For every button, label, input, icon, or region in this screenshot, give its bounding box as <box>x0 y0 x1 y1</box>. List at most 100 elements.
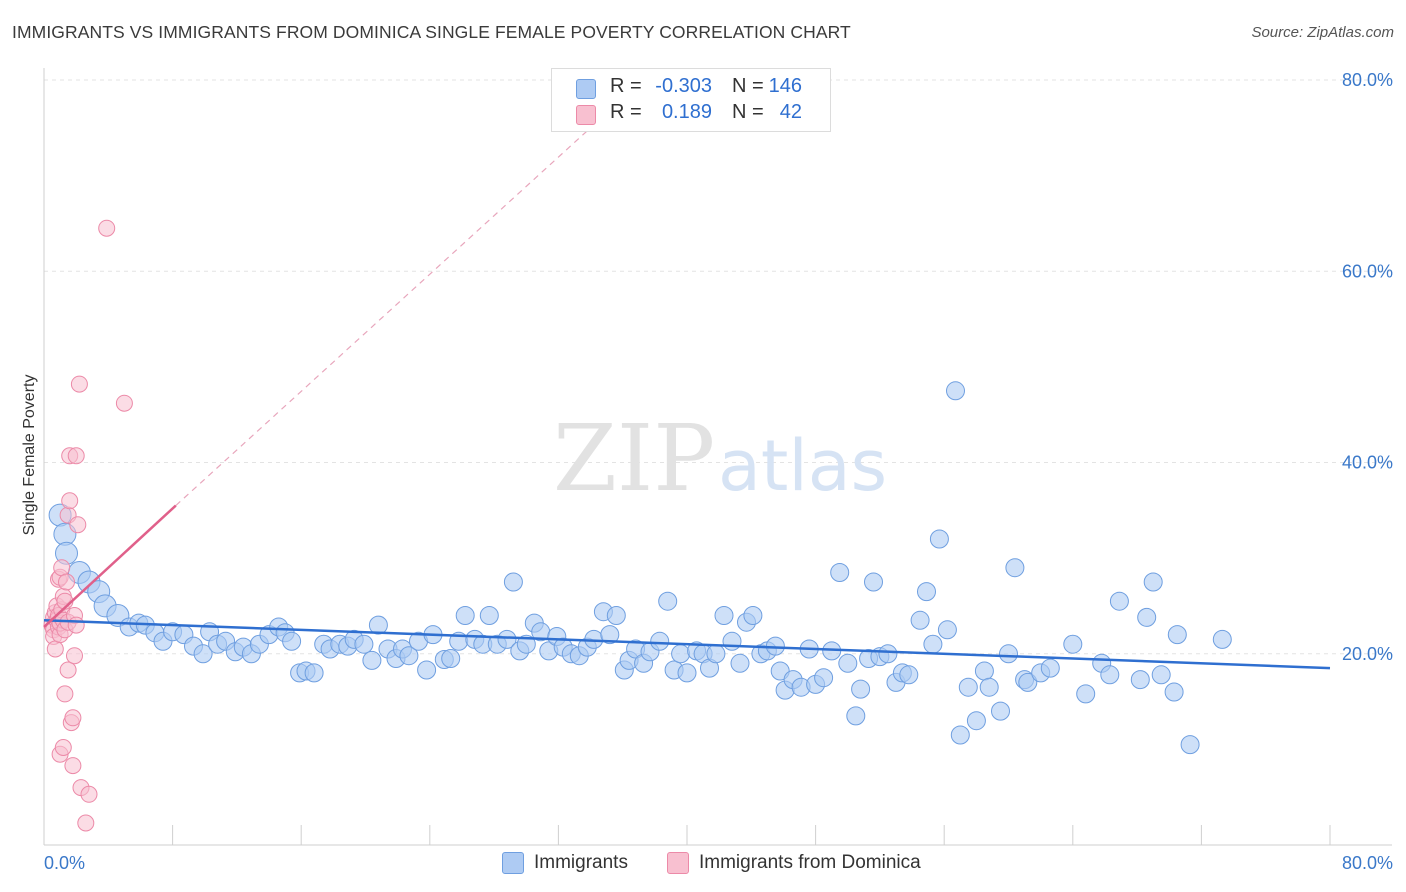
immigrants-point <box>923 634 943 654</box>
dominica-point <box>80 785 98 803</box>
legend-swatch-immigrants <box>576 79 596 99</box>
dominica-point <box>69 516 87 534</box>
dominica-point <box>61 492 79 510</box>
immigrants-point <box>658 591 678 611</box>
x-tick-label-min: 0.0% <box>44 853 85 873</box>
immigrants-point <box>714 606 734 625</box>
immigrants-point <box>730 653 750 673</box>
dominica-point <box>67 616 85 634</box>
immigrants-point <box>899 665 919 685</box>
legend-n-value: 146 <box>768 75 802 97</box>
immigrants-point <box>929 529 949 549</box>
y-tick-label: 80.0% <box>1342 70 1393 90</box>
immigrants-point <box>722 631 742 651</box>
immigrants-points <box>48 381 1232 755</box>
chart-title: IMMIGRANTS VS IMMIGRANTS FROM DOMINICA S… <box>12 22 851 42</box>
bottom-legend-swatch-dominica <box>667 852 689 874</box>
legend-row-dominica: R = 0.189 N = 42 <box>552 101 830 127</box>
immigrants-point <box>974 661 994 681</box>
dominica-trend-extension-line <box>175 127 591 506</box>
dominica-points <box>43 219 133 832</box>
immigrants-point <box>516 634 536 654</box>
gridlines <box>44 79 1392 655</box>
immigrants-point <box>497 629 517 649</box>
immigrants-point <box>1100 665 1120 685</box>
legend-r-label: R = <box>610 101 642 123</box>
immigrants-point <box>1109 591 1129 611</box>
dominica-point <box>59 661 77 679</box>
immigrants-point <box>950 725 970 745</box>
immigrants-point <box>1164 682 1184 702</box>
dominica-point <box>64 709 82 727</box>
immigrants-point <box>946 381 965 401</box>
immigrants-point <box>479 606 499 625</box>
watermark-zip: ZIP <box>553 405 715 512</box>
immigrants-point <box>606 606 626 625</box>
bottom-legend-label-immigrants: Immigrants <box>534 852 628 873</box>
immigrants-point <box>1180 735 1200 755</box>
legend-r-value: 0.189 <box>661 101 712 123</box>
x-tick-label-max: 80.0% <box>1342 853 1393 873</box>
y-tick-label: 40.0% <box>1342 453 1393 473</box>
immigrants-point <box>1018 672 1038 692</box>
immigrants-point <box>1063 634 1083 654</box>
immigrants-point <box>838 653 858 673</box>
dominica-point <box>77 814 95 832</box>
y-tick-label: 20.0% <box>1342 644 1393 664</box>
dominica-point <box>46 640 64 658</box>
y-tick-labels: 20.0% 40.0% 60.0% 80.0% <box>1342 70 1393 664</box>
immigrants-point <box>917 582 936 602</box>
immigrants-point <box>991 701 1010 721</box>
trend-lines <box>43 504 1331 670</box>
dominica-point <box>54 739 72 756</box>
immigrants-point <box>600 625 620 645</box>
immigrants-point <box>503 572 523 592</box>
legend-n-value: 42 <box>779 101 802 123</box>
immigrants-point <box>193 644 213 664</box>
immigrants-point <box>979 677 999 697</box>
immigrants-point <box>910 610 930 630</box>
immigrants-point <box>958 677 978 697</box>
immigrants-point <box>814 668 834 688</box>
watermark: ZIP atlas <box>553 405 887 512</box>
y-tick-label: 60.0% <box>1342 261 1393 281</box>
dominica-point <box>66 647 83 665</box>
legend-r-value: -0.303 <box>655 75 712 97</box>
immigrants-point <box>999 644 1018 664</box>
dominica-point <box>64 757 82 775</box>
immigrants-point <box>1167 625 1187 645</box>
dominica-point <box>70 375 88 393</box>
immigrants-point <box>362 650 382 670</box>
legend-row-immigrants: R = -0.303 N = 146 <box>552 75 830 101</box>
watermark-atlas: atlas <box>718 425 887 507</box>
bottom-legend-label-dominica: Immigrants from Dominica <box>699 852 921 873</box>
axes <box>43 68 1392 846</box>
immigrants-point <box>1212 629 1232 649</box>
bottom-legend-swatch-immigrants <box>502 852 524 874</box>
y-axis-label: Single Female Poverty <box>21 375 38 536</box>
immigrants-point <box>671 644 691 664</box>
immigrants-point <box>282 631 302 651</box>
immigrants-point <box>1040 658 1060 678</box>
immigrants-point <box>966 711 986 731</box>
immigrants-point <box>441 649 461 668</box>
immigrants-point <box>1137 607 1157 627</box>
immigrants-point <box>706 644 726 664</box>
immigrants-point <box>1005 558 1025 578</box>
immigrants-point <box>354 634 374 654</box>
immigrants-point <box>368 615 388 635</box>
dominica-point <box>53 559 71 577</box>
source-label: Source: ZipAtlas.com <box>1251 24 1394 41</box>
legend-swatch-dominica <box>576 105 596 125</box>
immigrants-point <box>650 631 670 651</box>
immigrants-point <box>1130 670 1150 690</box>
immigrants-point <box>304 663 324 683</box>
dominica-point <box>98 219 116 237</box>
immigrants-point <box>455 606 475 625</box>
dominica-point <box>56 685 74 703</box>
dominica-point <box>67 447 85 465</box>
immigrants-point <box>851 679 871 699</box>
dominica-trend-extension <box>175 127 591 506</box>
immigrants-point <box>937 620 957 640</box>
